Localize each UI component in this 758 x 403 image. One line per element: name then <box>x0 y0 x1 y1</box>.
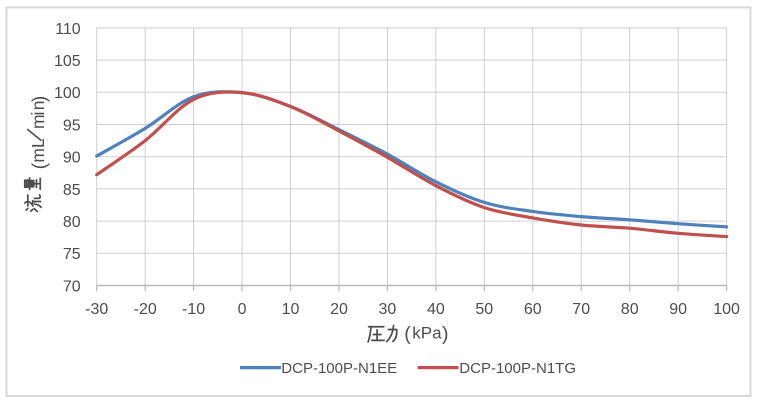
svg-text:40: 40 <box>427 301 445 318</box>
svg-text:95: 95 <box>63 117 81 134</box>
svg-text:105: 105 <box>54 53 81 70</box>
svg-text:-10: -10 <box>182 301 205 318</box>
svg-text:90: 90 <box>669 301 687 318</box>
svg-text:110: 110 <box>55 21 81 38</box>
svg-text:90: 90 <box>63 150 81 167</box>
svg-text:70: 70 <box>572 301 590 318</box>
svg-text:60: 60 <box>524 301 542 318</box>
svg-text:-20: -20 <box>134 301 157 318</box>
svg-text:85: 85 <box>63 182 81 199</box>
svg-text:0: 0 <box>238 301 247 318</box>
svg-text:DCP-100P-N1EE: DCP-100P-N1EE <box>281 360 397 377</box>
svg-text:(kPa): (kPa) <box>404 323 448 345</box>
svg-text:10: 10 <box>282 301 300 318</box>
svg-text:80: 80 <box>63 214 81 231</box>
svg-text:(mLmin): (mLmin) <box>28 96 51 170</box>
svg-text:80: 80 <box>621 301 639 318</box>
svg-text:DCP-100P-N1TG: DCP-100P-N1TG <box>459 360 576 377</box>
svg-text:30: 30 <box>379 301 397 318</box>
svg-text:75: 75 <box>63 246 81 263</box>
svg-text:70: 70 <box>63 278 81 295</box>
svg-text:100: 100 <box>54 85 81 102</box>
svg-text:-30: -30 <box>85 301 108 318</box>
svg-text:20: 20 <box>330 301 348 318</box>
svg-text:50: 50 <box>475 301 493 318</box>
svg-text:100: 100 <box>713 301 740 318</box>
